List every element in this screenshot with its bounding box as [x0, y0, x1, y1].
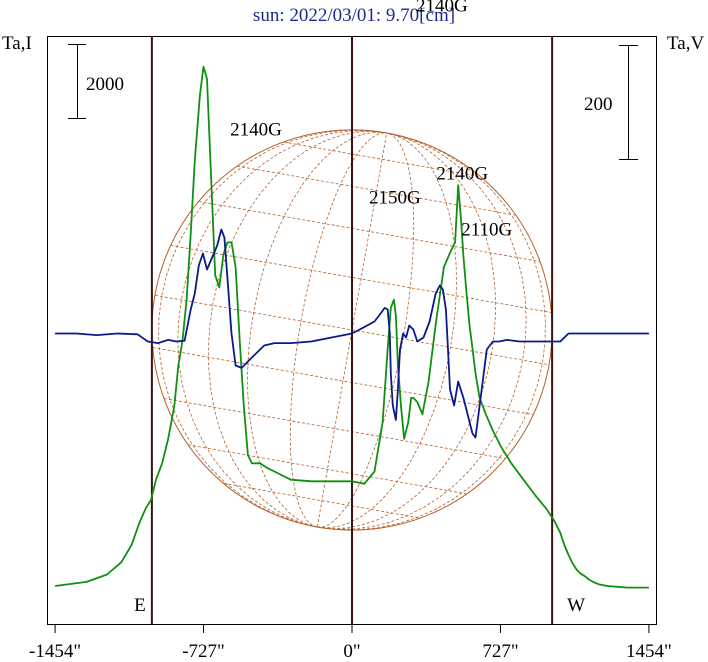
right-scale-bar	[619, 45, 638, 160]
longitude-line	[247, 131, 387, 528]
longitude-line	[177, 130, 387, 528]
field-annotation: 2150G	[369, 188, 421, 209]
limb-marker-label: E	[134, 595, 146, 616]
longitude-line	[317, 132, 496, 530]
series-line-v	[55, 228, 649, 439]
latitude-line	[188, 444, 467, 495]
field-annotation: 2140G	[436, 164, 488, 185]
reference-lines	[150, 37, 554, 624]
field-annotation: 2140G	[416, 0, 468, 17]
series-line-intensity	[54, 65, 649, 589]
field-annotation: 2110G	[461, 220, 512, 241]
longitude-line	[289, 132, 387, 528]
longitude-line	[158, 129, 387, 528]
limb-marker-label: W	[567, 595, 585, 616]
x-tick-label: -727"	[182, 641, 225, 662]
left-scale-bar-label: 2000	[86, 74, 124, 95]
x-tick-label: 0"	[343, 641, 360, 662]
longitude-line	[317, 132, 546, 531]
right-axis-label: Ta,V	[667, 33, 704, 54]
field-annotation: 2140G	[230, 120, 282, 141]
x-tick-label: 727"	[482, 641, 518, 662]
x-axis-ticks: -1454" -727" 0" 727" 1454"	[29, 624, 672, 662]
x-tick-label: -1454"	[29, 641, 81, 662]
x-tick-label: 1454"	[626, 641, 672, 662]
series-lines	[54, 65, 649, 589]
chart-title: sun: 2022/03/01: 9.70[cm]	[253, 5, 455, 26]
longitude-line	[317, 132, 457, 529]
longitude-line	[208, 130, 387, 528]
solar-disk-grid	[151, 129, 553, 531]
right-scale-bar-label: 200	[584, 94, 613, 115]
longitude-line	[317, 132, 415, 528]
left-axis-label: Ta,I	[2, 33, 32, 54]
left-scale-bar	[68, 44, 86, 119]
field-annotations: 2110G2140G2140G2150G2140G2110G	[230, 0, 512, 241]
longitude-line	[317, 132, 527, 530]
